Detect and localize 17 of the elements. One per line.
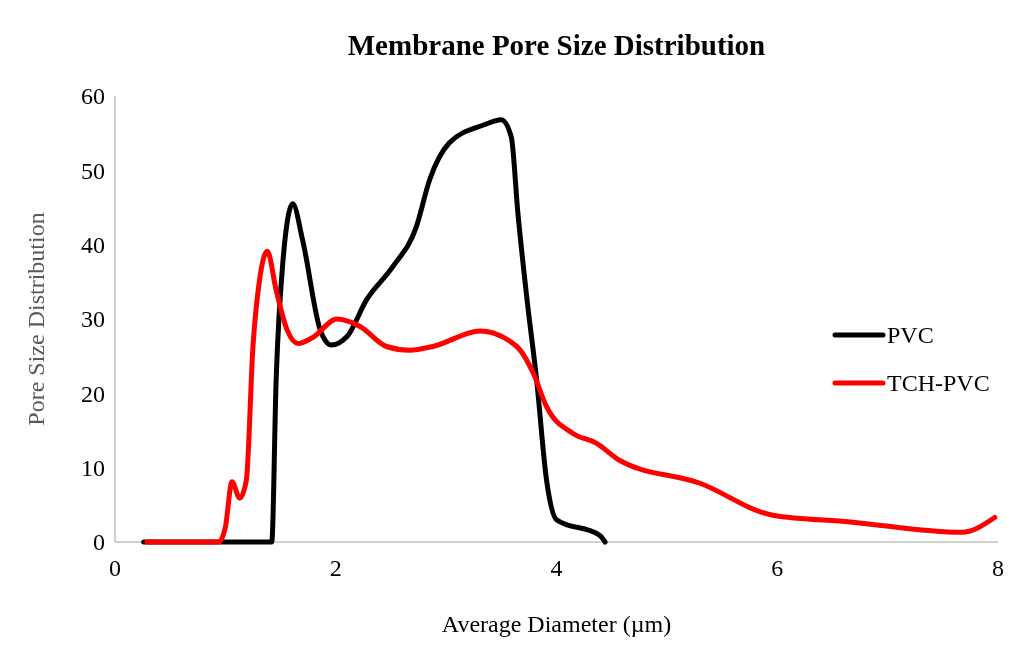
x-tick-label: 4 [550, 555, 563, 581]
y-tick-label: 20 [81, 380, 105, 407]
chart-title: Membrane Pore Size Distribution [347, 29, 766, 61]
x-tick-label: 0 [109, 555, 121, 581]
y-axis-title: Pore Size Distribution [23, 212, 49, 426]
y-tick-label: 30 [81, 306, 105, 333]
x-tick-label: 8 [992, 555, 1004, 581]
x-tick-label: 2 [329, 555, 342, 581]
y-tick-label: 50 [81, 157, 105, 184]
y-tick-label: 10 [81, 455, 105, 482]
x-tick-label: 6 [771, 555, 784, 581]
x-axis-title: Average Diameter (µm) [441, 611, 672, 637]
y-tick-label: 0 [93, 529, 105, 556]
y-tick-label: 40 [81, 232, 105, 259]
legend-label: TCH-PVC [887, 370, 990, 397]
legend-label: PVC [887, 322, 934, 349]
y-tick-label: 60 [81, 83, 105, 110]
